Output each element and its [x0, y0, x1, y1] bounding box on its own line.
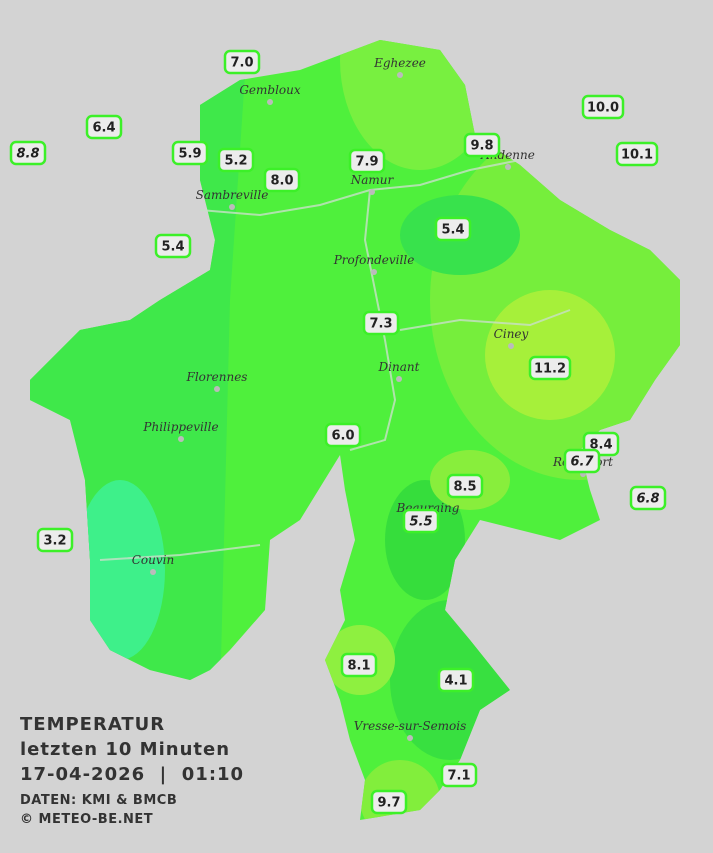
city-dot [369, 189, 375, 195]
title: TEMPERATUR [20, 714, 165, 735]
city-dot [396, 376, 402, 382]
city-name: Eghezee [373, 56, 426, 70]
river-south [99, 544, 261, 561]
station-box [324, 422, 362, 448]
station-box [463, 132, 501, 158]
station-value: 5.2 [224, 154, 247, 169]
station-value: 5.5 [409, 515, 432, 530]
station-value: 8.1 [347, 659, 370, 674]
city-dot [178, 436, 184, 442]
station-value: 8.5 [453, 480, 476, 495]
timestamp: 17-04-2026 | 01:10 [20, 764, 244, 785]
station-box [440, 762, 478, 788]
city-dot [407, 735, 413, 741]
station-box [36, 527, 74, 553]
station-box [9, 140, 47, 166]
city-name: Profondeville [333, 253, 415, 267]
city-name: Namur [350, 173, 395, 187]
station-box [362, 310, 400, 336]
city-name: Florennes [186, 370, 248, 384]
station-value: 7.1 [447, 769, 470, 784]
river-east [399, 309, 571, 331]
city-dot [214, 386, 220, 392]
city-dot [508, 343, 514, 349]
station-value: 7.0 [230, 56, 253, 71]
station-box [629, 485, 667, 511]
city-dot [505, 164, 511, 170]
station-value: 5.4 [161, 240, 184, 255]
city-name: Gembloux [239, 83, 301, 97]
station-box [85, 114, 123, 140]
station-box [434, 216, 472, 242]
station-box [263, 167, 301, 193]
beauraing-cool [385, 480, 465, 600]
station-box [370, 789, 408, 815]
city-dot [371, 269, 377, 275]
station-box [171, 140, 209, 166]
city-name: Ciney [494, 327, 529, 341]
labels: EghezeeGemblouxAndenneNamurSambrevillePr… [9, 49, 667, 815]
city-dot [267, 99, 273, 105]
station-value: 9.7 [377, 796, 400, 811]
station-box [563, 448, 601, 474]
city-name: Philippeville [142, 420, 218, 434]
credits: DATEN: KMI & BMCB [20, 793, 177, 808]
subtitle: letzten 10 Minuten [20, 739, 230, 760]
station-value: 9.8 [470, 139, 493, 154]
station-value: 10.0 [587, 101, 619, 116]
station-value: 4.1 [444, 674, 467, 689]
station-value: 7.3 [369, 317, 392, 332]
station-box [348, 148, 386, 174]
station-box [154, 233, 192, 259]
city-name: Couvin [132, 553, 174, 567]
city-name: Vresse-sur-Semois [354, 719, 467, 733]
station-value: 8.0 [270, 174, 293, 189]
station-box [437, 667, 475, 693]
city-name: Dinant [378, 360, 420, 374]
station-value: 8.4 [589, 438, 612, 453]
station-value: 8.8 [16, 147, 39, 162]
station-value: 7.9 [355, 155, 378, 170]
station-value: 6.4 [92, 121, 115, 136]
copyright: © METEO-BE.NET [20, 812, 153, 827]
station-box [217, 147, 255, 173]
station-box [581, 94, 625, 120]
north-zone [340, 40, 500, 170]
station-value: 3.2 [43, 534, 66, 549]
station-value: 11.2 [534, 362, 566, 377]
city-name: Sambreville [196, 188, 269, 202]
station-box [402, 508, 440, 534]
station-value: 6.7 [570, 455, 594, 470]
station-value: 6.8 [636, 492, 659, 507]
station-box [340, 652, 378, 678]
station-value: 6.0 [331, 429, 354, 444]
ciney-warm [485, 290, 615, 420]
city-dot [397, 72, 403, 78]
station-box [615, 141, 659, 167]
city-dot [150, 569, 156, 575]
station-box [528, 355, 572, 381]
couvin-cool [75, 480, 165, 660]
station-box [223, 49, 261, 75]
river-meuse [349, 189, 397, 451]
station-value: 10.1 [621, 148, 653, 163]
station-box [446, 473, 484, 499]
city-dot [229, 204, 235, 210]
station-value: 5.9 [178, 147, 201, 162]
station-value: 5.4 [441, 223, 464, 238]
